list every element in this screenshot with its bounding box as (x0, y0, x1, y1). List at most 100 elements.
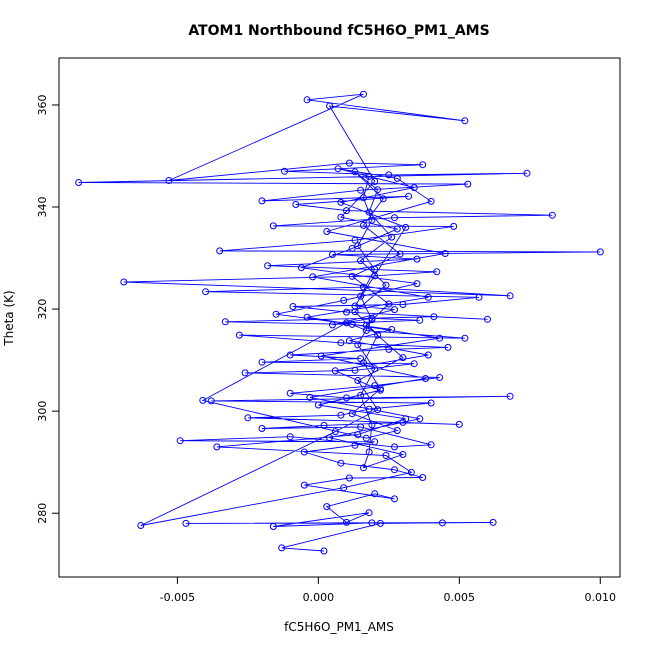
data-point (343, 518, 350, 526)
data-point (374, 186, 382, 194)
data-point (351, 366, 359, 374)
y-axis: 280 300 320 340 360 (36, 94, 60, 524)
data-point (382, 452, 390, 459)
data-point (340, 296, 348, 304)
data-point (402, 223, 410, 231)
data-point (362, 321, 370, 329)
data-point (354, 242, 362, 250)
data-point (371, 178, 379, 185)
data-point (357, 186, 365, 194)
chart-title: ATOM1 Northbound fC5H6O_PM1_AMS (188, 23, 489, 39)
data-point (258, 425, 266, 432)
data-point (385, 300, 393, 308)
data-point (360, 90, 367, 98)
data-point (258, 358, 266, 366)
data-point (292, 201, 300, 208)
data-point (368, 519, 376, 527)
data-point (410, 360, 418, 368)
data-point (362, 327, 370, 334)
data-point (323, 228, 331, 235)
y-tick-label: 320 (36, 299, 49, 320)
data-point (303, 96, 311, 104)
data-point (345, 474, 353, 482)
y-tick-label: 280 (36, 503, 49, 524)
x-tick-label: -0.005 (160, 591, 195, 604)
data-point (354, 377, 362, 384)
data-point (399, 301, 407, 308)
data-point (455, 420, 463, 428)
data-point (371, 438, 379, 446)
data-point (317, 352, 325, 360)
data-point (424, 293, 432, 301)
x-axis-label: fC5H6O_PM1_AMS (284, 620, 394, 634)
data-point (424, 351, 432, 359)
data-point (337, 213, 345, 221)
data-point (343, 394, 350, 402)
data-point (303, 313, 311, 321)
data-point (75, 179, 83, 186)
data-point (269, 523, 277, 530)
data-point (337, 339, 345, 347)
data-point (360, 464, 367, 472)
data-point (264, 262, 272, 270)
data-point (391, 306, 398, 314)
data-point (368, 216, 376, 224)
data-point (427, 441, 435, 449)
data-point (391, 466, 398, 474)
data-point (385, 345, 393, 353)
data-point (286, 389, 294, 397)
data-point (348, 410, 356, 418)
data-point (368, 421, 376, 429)
data-point (399, 354, 407, 362)
data-point (419, 474, 427, 481)
data-point (241, 369, 249, 377)
data-point (360, 221, 367, 229)
data-point (391, 443, 398, 451)
data-point (272, 310, 280, 318)
data-point (391, 495, 398, 503)
data-point (331, 428, 339, 436)
data-point (489, 518, 497, 526)
data-point (120, 278, 128, 286)
data-point (354, 341, 362, 349)
data-point (326, 102, 334, 110)
data-point (388, 233, 396, 241)
data-point (337, 411, 345, 419)
data-point (430, 313, 438, 321)
data-point (345, 159, 353, 167)
data-point (365, 172, 373, 180)
data-point (354, 431, 362, 439)
data-point (258, 197, 266, 205)
data-point (351, 168, 359, 176)
series-line (78, 93, 601, 552)
data-point (343, 319, 350, 327)
data-point (216, 247, 224, 255)
data-point (343, 308, 350, 316)
data-point (297, 264, 305, 272)
y-axis-label: Theta (K) (2, 290, 16, 346)
data-point (441, 250, 449, 257)
data-point (365, 405, 373, 413)
data-point (320, 421, 328, 429)
data-point (371, 265, 379, 273)
data-point (337, 459, 345, 467)
data-point (207, 397, 215, 405)
data-point (340, 484, 348, 492)
data-point (596, 248, 604, 256)
data-point (371, 490, 379, 498)
data-point (368, 316, 376, 324)
data-point (357, 292, 365, 300)
data-point (374, 406, 382, 414)
data-point (365, 448, 373, 456)
data-point (337, 198, 345, 206)
data-point (213, 443, 221, 451)
data-point (351, 236, 359, 244)
x-tick-label: 0.000 (303, 591, 335, 604)
data-point (461, 334, 469, 342)
plot-frame (58, 57, 621, 578)
data-point (399, 451, 407, 458)
data-point (376, 385, 384, 393)
data-point (450, 222, 458, 230)
data-point (433, 268, 441, 276)
data-point (410, 184, 418, 192)
